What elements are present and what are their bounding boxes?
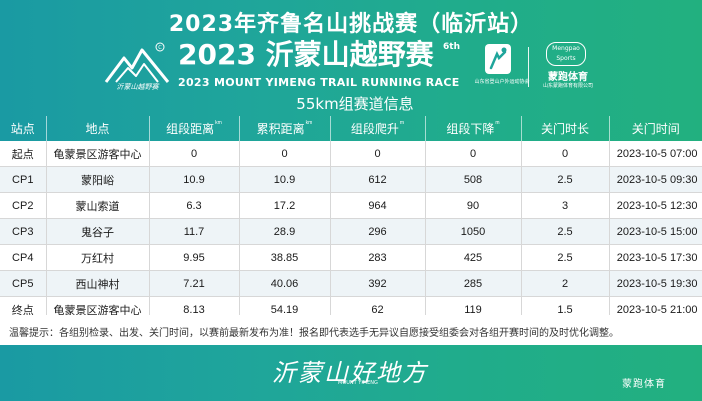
cell-segment-descent: 285 — [425, 270, 522, 297]
event-name: 2023 沂蒙山越野赛 — [178, 38, 434, 71]
cell-station: 起点 — [0, 141, 47, 167]
cell-segment-ascent: 283 — [330, 244, 426, 271]
mountain-logo-icon: C — [104, 42, 170, 83]
footer: 沂蒙山好地方 MOUNT YIMENG 蒙跑体育 — [0, 345, 702, 401]
cell-cutoff-duration: 0 — [521, 141, 610, 167]
mengpao-badge: Mengpao Sports — [546, 42, 586, 66]
route-info: 55km组赛道信息 — [296, 95, 414, 113]
route-table: 站点 地点 组段距离km 累积距离km 组段爬升m 组段下降m 关门时长 关门时… — [0, 116, 702, 323]
cell-cutoff-time: 2023-10-5 07:00 — [609, 141, 702, 167]
cell-segment-descent: 425 — [425, 244, 522, 271]
cell-segment-distance: 6.3 — [149, 192, 240, 219]
cell-cumulative-distance: 28.9 — [239, 218, 331, 245]
cell-cutoff-duration: 2.5 — [521, 166, 610, 193]
cell-cumulative-distance: 17.2 — [239, 192, 331, 219]
cell-station: CP5 — [0, 270, 47, 297]
cell-segment-descent: 0 — [425, 141, 522, 167]
header-segment-descent: 组段下降m — [425, 116, 522, 141]
cell-station: CP2 — [0, 192, 47, 219]
cell-segment-distance: 11.7 — [149, 218, 240, 245]
cell-cumulative-distance: 0 — [239, 141, 331, 167]
header-location: 地点 — [46, 116, 150, 141]
header-segment-ascent: 组段爬升m — [330, 116, 426, 141]
cell-segment-ascent: 392 — [330, 270, 426, 297]
cell-cutoff-duration: 2.5 — [521, 244, 610, 271]
cell-cumulative-distance: 10.9 — [239, 166, 331, 193]
mengpao-subtitle: 山东蒙跑体育有限公司 — [542, 83, 593, 89]
notice-bar: 温馨提示：各组别检录、出发、关门时间，以赛前最新发布为准！报名即代表选手无异议自… — [0, 315, 702, 345]
table-row: CP3 鬼谷子 11.7 28.9 296 1050 2.5 2023-10-5… — [0, 218, 702, 245]
logo-tagline: 沂蒙山越野赛 — [116, 83, 159, 91]
table-row: CP5 西山神村 7.21 40.06 392 285 2 2023-10-5 … — [0, 270, 702, 297]
table-row: 起点 龟蒙景区游客中心 0 0 0 0 0 2023-10-5 07:00 — [0, 141, 702, 167]
cell-segment-descent: 90 — [425, 192, 522, 219]
header-cutoff-time: 关门时间 — [631, 122, 680, 136]
notice-text: 温馨提示：各组别检录、出发、关门时间，以赛前最新发布为准！报名即代表选手无异议自… — [9, 328, 619, 339]
cell-cumulative-distance: 40.06 — [239, 270, 331, 297]
slogan: 沂蒙山好地方 — [272, 359, 428, 387]
cell-location: 蒙山索道 — [46, 192, 150, 219]
header-station: 站点 — [0, 116, 47, 141]
mengpao-name: 蒙跑体育 — [548, 72, 588, 83]
cell-cutoff-time: 2023-10-5 19:30 — [609, 270, 702, 297]
cell-station: CP3 — [0, 218, 47, 245]
cell-segment-distance: 7.21 — [149, 270, 240, 297]
cell-cutoff-duration: 2.5 — [521, 218, 610, 245]
association-logo-icon — [485, 44, 511, 74]
cell-cutoff-time: 2023-10-5 15:00 — [609, 218, 702, 245]
cell-location: 鬼谷子 — [46, 218, 150, 245]
cell-segment-ascent: 612 — [330, 166, 426, 193]
sponsor-caption: 山东省登山户外运动协会 — [474, 79, 530, 85]
cell-cutoff-time: 2023-10-5 12:30 — [609, 192, 702, 219]
table-row: CP1 蒙阳峪 10.9 10.9 612 508 2.5 2023-10-5 … — [0, 166, 702, 193]
mengpao-logo: Mengpao Sports 蒙跑体育 山东蒙跑体育有限公司 — [538, 42, 598, 92]
cell-segment-descent: 508 — [425, 166, 522, 193]
cell-cumulative-distance: 38.85 — [239, 244, 331, 271]
cell-segment-ascent: 296 — [330, 218, 426, 245]
route-table-wrap: 站点 地点 组段距离km 累积距离km 组段爬升m 组段下降m 关门时长 关门时… — [0, 116, 702, 323]
cell-location: 万红村 — [46, 244, 150, 271]
edition-badge: 6th — [443, 42, 460, 52]
cell-cutoff-duration: 2 — [521, 270, 610, 297]
header-segment-distance: 组段距离km — [149, 116, 240, 141]
slogan-sub: MOUNT YIMENG — [338, 380, 378, 386]
table-row: CP4 万红村 9.95 38.85 283 425 2.5 2023-10-5… — [0, 244, 702, 271]
cell-cutoff-time: 2023-10-5 17:30 — [609, 244, 702, 271]
cell-segment-distance: 0 — [149, 141, 240, 167]
header-cutoff-duration: 关门时长 — [521, 116, 610, 141]
event-name-wrap: 2023 沂蒙山越野赛 — [178, 40, 468, 70]
cell-cutoff-duration: 3 — [521, 192, 610, 219]
table-header-row: 站点 地点 组段距离km 累积距离km 组段爬升m 组段下降m 关门时长 关门时… — [0, 116, 702, 141]
sponsor-divider — [528, 47, 529, 87]
main-title: 2023年齐鲁名山挑战赛（临沂站） — [168, 12, 534, 37]
cell-station: CP1 — [0, 166, 47, 193]
table-row: CP2 蒙山索道 6.3 17.2 964 90 3 2023-10-5 12:… — [0, 192, 702, 219]
cell-cutoff-time: 2023-10-5 09:30 — [609, 166, 702, 193]
cell-location: 西山神村 — [46, 270, 150, 297]
header: 2023年齐鲁名山挑战赛（临沂站） C 沂蒙山越野赛 2023 沂蒙山越野赛 6… — [0, 0, 702, 115]
svg-text:C: C — [158, 45, 162, 51]
cell-segment-distance: 9.95 — [149, 244, 240, 271]
cell-segment-distance: 10.9 — [149, 166, 240, 193]
cell-station: CP4 — [0, 244, 47, 271]
cell-location: 蒙阳峪 — [46, 166, 150, 193]
footer-brand: 蒙跑体育 — [622, 379, 666, 390]
climber-icon — [489, 47, 507, 70]
header-cumulative-distance: 累积距离km — [239, 116, 331, 141]
cell-segment-ascent: 0 — [330, 141, 426, 167]
cell-segment-descent: 1050 — [425, 218, 522, 245]
sponsor-block: 山东省登山户外运动协会 — [474, 44, 530, 92]
cell-location: 龟蒙景区游客中心 — [46, 141, 150, 167]
cell-segment-ascent: 964 — [330, 192, 426, 219]
race-subtitle: 2023 MOUNT YIMENG TRAIL RUNNING RACE — [178, 76, 460, 89]
